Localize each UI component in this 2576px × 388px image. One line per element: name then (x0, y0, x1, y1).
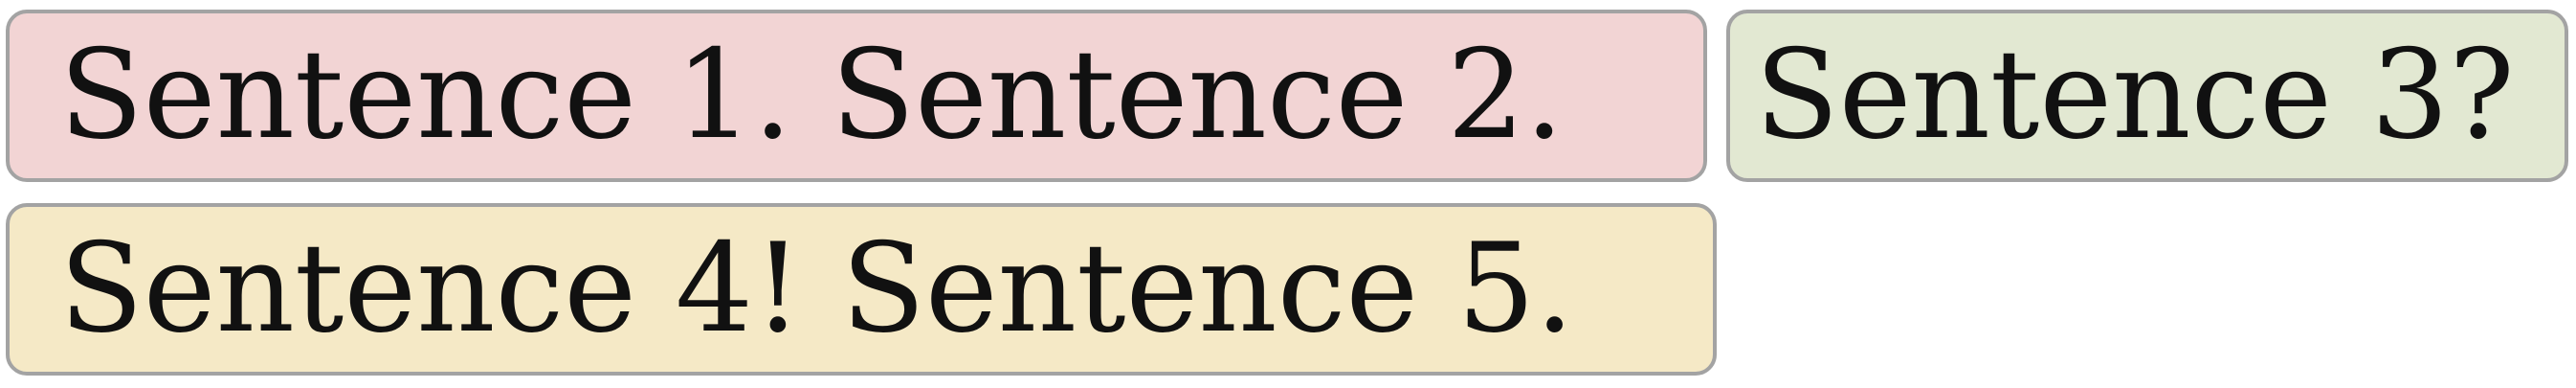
segment-box-2: Sentence 3? (1726, 10, 2568, 182)
segment-text-2: Sentence 3? (1755, 24, 2515, 167)
segment-text-3: Sentence 4! Sentence 5. (59, 217, 1574, 360)
segment-text-1: Sentence 1. Sentence 2. (59, 24, 1565, 167)
segment-box-1: Sentence 1. Sentence 2. (6, 10, 1707, 182)
segment-box-3: Sentence 4! Sentence 5. (6, 203, 1717, 376)
